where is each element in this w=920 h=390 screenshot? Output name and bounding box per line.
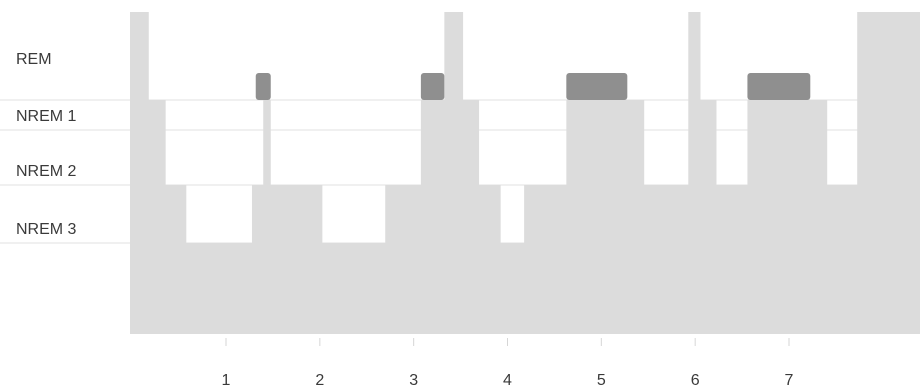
x-axis-ticks: 1 2 3 4 5 6 7	[222, 338, 794, 389]
rem-period-2	[420, 73, 445, 100]
x-tick-label: 3	[409, 372, 418, 389]
rem-period-1	[255, 73, 271, 100]
sleep-stage-area	[130, 12, 920, 334]
rem-highlights	[255, 73, 811, 100]
x-tick-label: 6	[691, 372, 700, 389]
x-tick-label: 5	[597, 372, 606, 389]
x-tick-label: 2	[315, 372, 324, 389]
x-tick-label: 4	[503, 372, 512, 389]
stage-area	[130, 12, 920, 334]
rem-period-3	[566, 73, 628, 100]
x-tick-label: 7	[785, 372, 794, 389]
stage-label: NREM 2	[16, 163, 77, 180]
stage-label: NREM 3	[16, 221, 77, 238]
rem-period-4	[747, 73, 811, 100]
stage-labels: REM NREM 1 NREM 2 NREM 3	[16, 51, 77, 238]
x-tick-label: 1	[222, 372, 231, 389]
stage-label: REM	[16, 51, 52, 68]
stage-label: NREM 1	[16, 108, 77, 125]
